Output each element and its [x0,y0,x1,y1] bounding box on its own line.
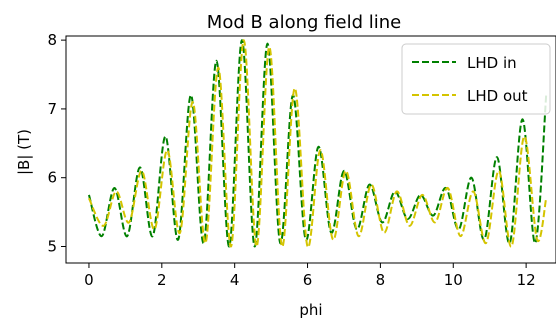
legend-label-lhd-in: LHD in [467,54,517,72]
x-tick-label: 2 [157,271,167,289]
x-tick-label: 12 [517,271,536,289]
chart-title: Mod B along field line [207,12,401,33]
y-tick-label: 6 [47,169,57,187]
series-line-lhd-out [88,39,548,248]
x-tick-label: 4 [230,271,240,289]
x-tick-label: 8 [376,271,386,289]
x-tick-label: 10 [444,271,463,289]
y-axis-label: |B| (T) [15,129,33,175]
x-tick-label: 0 [84,271,94,289]
y-tick-label: 7 [47,100,57,118]
x-axis: 0 2 4 6 8 10 12 [84,263,536,289]
y-tick-label: 5 [47,237,57,255]
y-tick-label: 8 [47,31,57,49]
y-axis: 5 6 7 8 [47,31,66,255]
legend-label-lhd-out: LHD out [467,87,528,105]
plot-area [65,35,556,264]
x-axis-label: phi [299,301,322,319]
x-tick-label: 6 [303,271,313,289]
series-line-lhd-in [87,39,548,248]
legend: LHD in LHD out [401,43,551,115]
series-layer [87,39,548,248]
